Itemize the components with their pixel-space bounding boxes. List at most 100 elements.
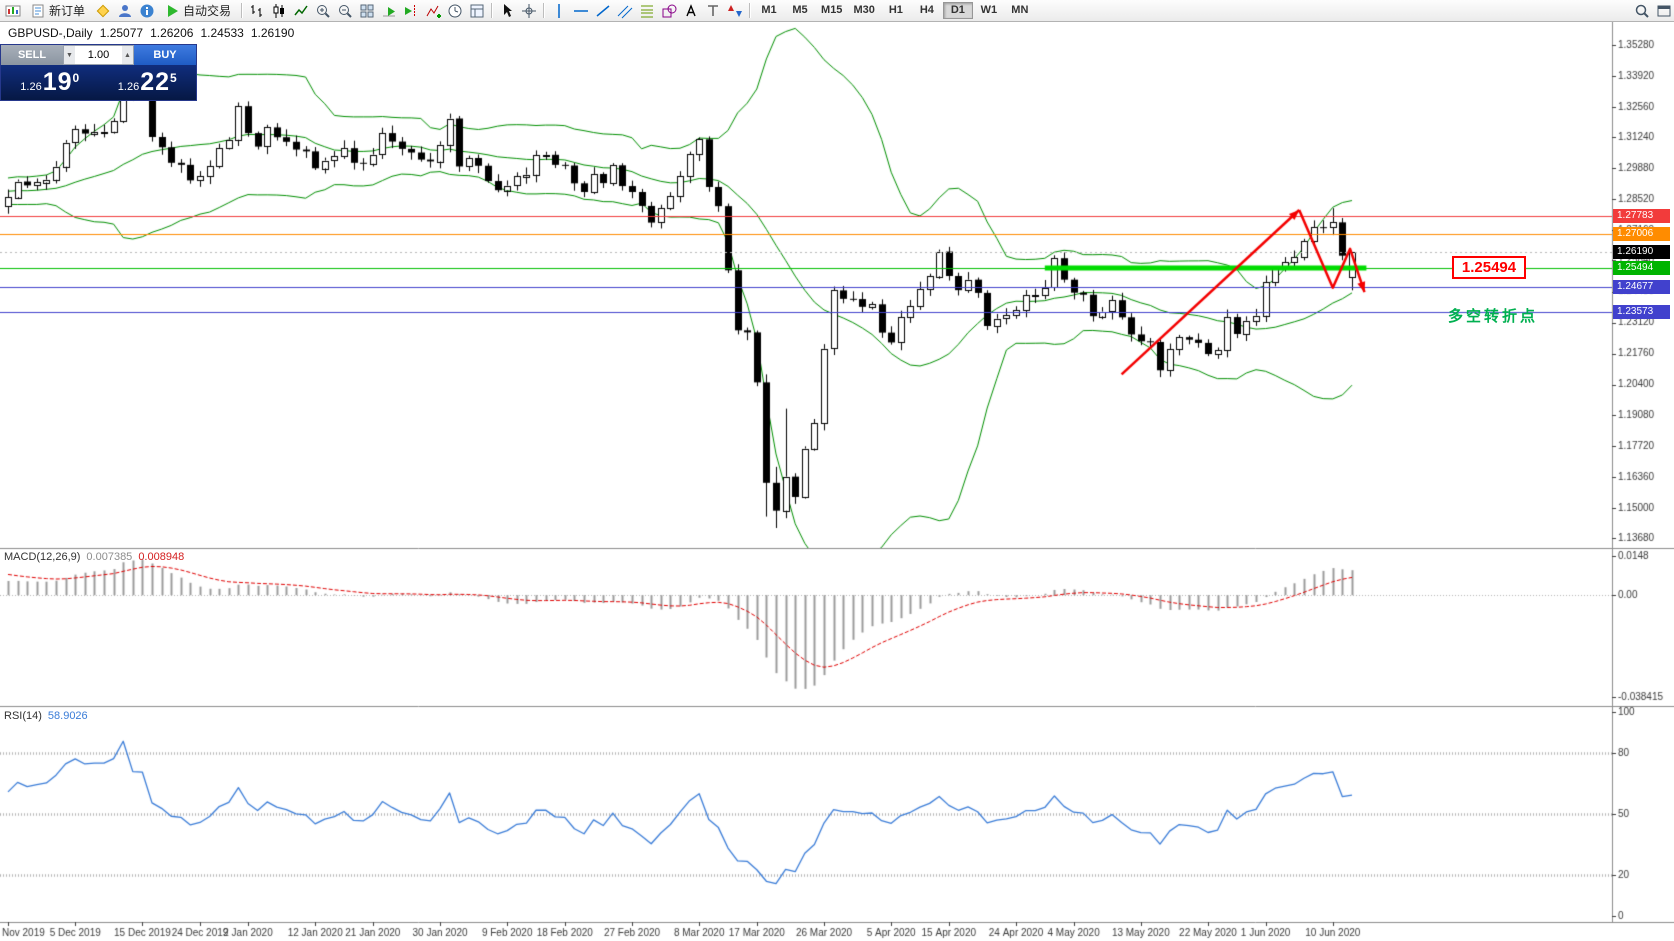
bid-prefix: 1.26	[20, 81, 42, 93]
channel-icon	[617, 3, 633, 19]
toolbar-button-label: 自动交易	[183, 4, 232, 18]
zoom-in-icon	[315, 3, 331, 19]
tile-icon	[359, 3, 375, 19]
shapes-icon	[661, 3, 677, 19]
chart-area: GBPUSD-,Daily 1.25077 1.26206 1.24533 1.2619…	[0, 22, 1674, 941]
line-chart-button[interactable]	[290, 2, 311, 20]
text-label-button[interactable]	[702, 2, 723, 20]
info-icon	[139, 3, 155, 19]
periods-button[interactable]	[444, 2, 465, 20]
price-axis-label: 1.23573	[1613, 305, 1670, 319]
templates-button[interactable]	[466, 2, 487, 20]
toolbar-button-label: 新订单	[49, 4, 86, 18]
rsi-value: 58.9026	[47, 710, 88, 722]
auto-scroll-button[interactable]	[378, 2, 399, 20]
arrows-button[interactable]	[724, 2, 745, 20]
shift-icon	[403, 3, 419, 19]
autotrading-button[interactable]: 自动交易	[158, 2, 237, 20]
timeframe-d1-button[interactable]: D1	[942, 2, 973, 19]
ask-pipette: 5	[170, 71, 177, 85]
chart-ohlc-header: GBPUSD-,Daily 1.25077 1.26206 1.24533 1.2619…	[8, 26, 301, 40]
zoom-out-button[interactable]	[334, 2, 355, 20]
bid-pipette: 0	[72, 71, 80, 85]
timeframe-m1-button[interactable]: M1	[761, 4, 777, 16]
fibonacci-button[interactable]	[636, 2, 657, 20]
new-chart-button[interactable]	[2, 2, 23, 20]
volume-decrease-button[interactable]: ▼	[64, 46, 75, 64]
page-icon	[30, 3, 46, 19]
metaeditor-button[interactable]	[92, 2, 113, 20]
new-order-button[interactable]: 新订单	[24, 2, 91, 20]
toolbar-separator	[491, 3, 493, 18]
volume-input[interactable]: 1.00	[87, 49, 110, 61]
textA-icon	[683, 3, 699, 19]
one-click-trading-panel: SELL ▼ 1.00 ▲ BUY 1.26 19 0 1.26 22 5	[0, 44, 197, 101]
candles-icon	[271, 3, 287, 19]
cursor-icon	[499, 3, 515, 19]
crosshair-icon	[521, 3, 537, 19]
bars-icon	[249, 3, 265, 19]
text-button[interactable]	[680, 2, 701, 20]
indicators-button[interactable]	[422, 2, 443, 20]
rsi-indicator-label: RSI(14) 58.9026	[4, 710, 88, 722]
low-value: 1.24533	[200, 26, 244, 40]
shapes-button[interactable]	[658, 2, 679, 20]
textT-icon	[705, 3, 721, 19]
vertical-line-button[interactable]	[548, 2, 569, 20]
timeframe-h4-button[interactable]: H4	[919, 4, 934, 16]
fullscreen-button[interactable]	[1653, 2, 1674, 20]
candlestick-chart-button[interactable]	[268, 2, 289, 20]
fullscreen-icon	[1656, 3, 1672, 19]
fibo-icon	[639, 3, 655, 19]
toolbar: 新订单 自动交易 M1 M5 M15 M30 H1 H4 D1 W1 MN	[0, 0, 1674, 22]
price-level-callout[interactable]: 1.25494	[1452, 256, 1526, 279]
chart-canvas[interactable]	[0, 22, 1674, 941]
search-button[interactable]	[1631, 2, 1652, 20]
sell-button[interactable]: SELL	[1, 45, 63, 65]
tline-icon	[595, 3, 611, 19]
macd-name: MACD(12,26,9)	[4, 551, 81, 563]
timeframe-m5-button[interactable]: M5	[792, 4, 808, 16]
timeframe-m30-button[interactable]: M30	[853, 4, 875, 16]
zoom-out-icon	[337, 3, 353, 19]
close-value: 1.26190	[250, 26, 295, 40]
price-axis-label: 1.27006	[1613, 227, 1670, 241]
macd-main-value: 0.007385	[86, 551, 133, 563]
open-value: 1.25077	[99, 26, 144, 40]
crosshair-button[interactable]	[518, 2, 539, 20]
timeframe-w1-button[interactable]: W1	[980, 4, 998, 16]
turning-point-note[interactable]: 多空转折点	[1448, 308, 1539, 325]
tile-windows-button[interactable]	[356, 2, 377, 20]
volume-increase-button[interactable]: ▲	[122, 46, 133, 64]
price-axis-label: 1.25494	[1613, 261, 1670, 275]
toolbar-separator	[241, 3, 243, 18]
chart-shift-button[interactable]	[400, 2, 421, 20]
chart-new-icon	[5, 3, 21, 19]
bar-chart-button[interactable]	[246, 2, 267, 20]
toolbar-separator	[543, 3, 545, 18]
buy-button[interactable]: BUY	[134, 45, 196, 65]
horizontal-line-button[interactable]	[570, 2, 591, 20]
price-axis-label: 1.26190	[1613, 245, 1670, 259]
cursor-button[interactable]	[496, 2, 517, 20]
timeframe-mn-button[interactable]: MN	[1011, 4, 1029, 16]
timeframe-h1-button[interactable]: H1	[888, 4, 903, 16]
symbol-period-label: GBPUSD-,Daily	[8, 26, 93, 40]
price-axis-label: 1.27783	[1613, 209, 1670, 223]
zoom-in-button[interactable]	[312, 2, 333, 20]
linechart-icon	[293, 3, 309, 19]
timeframe-m15-button[interactable]: M15	[821, 4, 843, 16]
ask-prefix: 1.26	[117, 81, 140, 93]
metaeditor-icon	[95, 3, 111, 19]
profiles-button[interactable]	[114, 2, 135, 20]
trend-line-button[interactable]	[592, 2, 613, 20]
toolbar-separator	[749, 3, 751, 18]
bid-big-digits: 19	[42, 68, 73, 96]
hline-icon	[573, 3, 589, 19]
price-axis-label: 1.24677	[1613, 280, 1670, 294]
rsi-name: RSI(14)	[4, 710, 42, 722]
volume-control: ▼ 1.00 ▲	[63, 45, 134, 65]
clock-icon	[447, 3, 463, 19]
data-window-button[interactable]	[136, 2, 157, 20]
channel-button[interactable]	[614, 2, 635, 20]
